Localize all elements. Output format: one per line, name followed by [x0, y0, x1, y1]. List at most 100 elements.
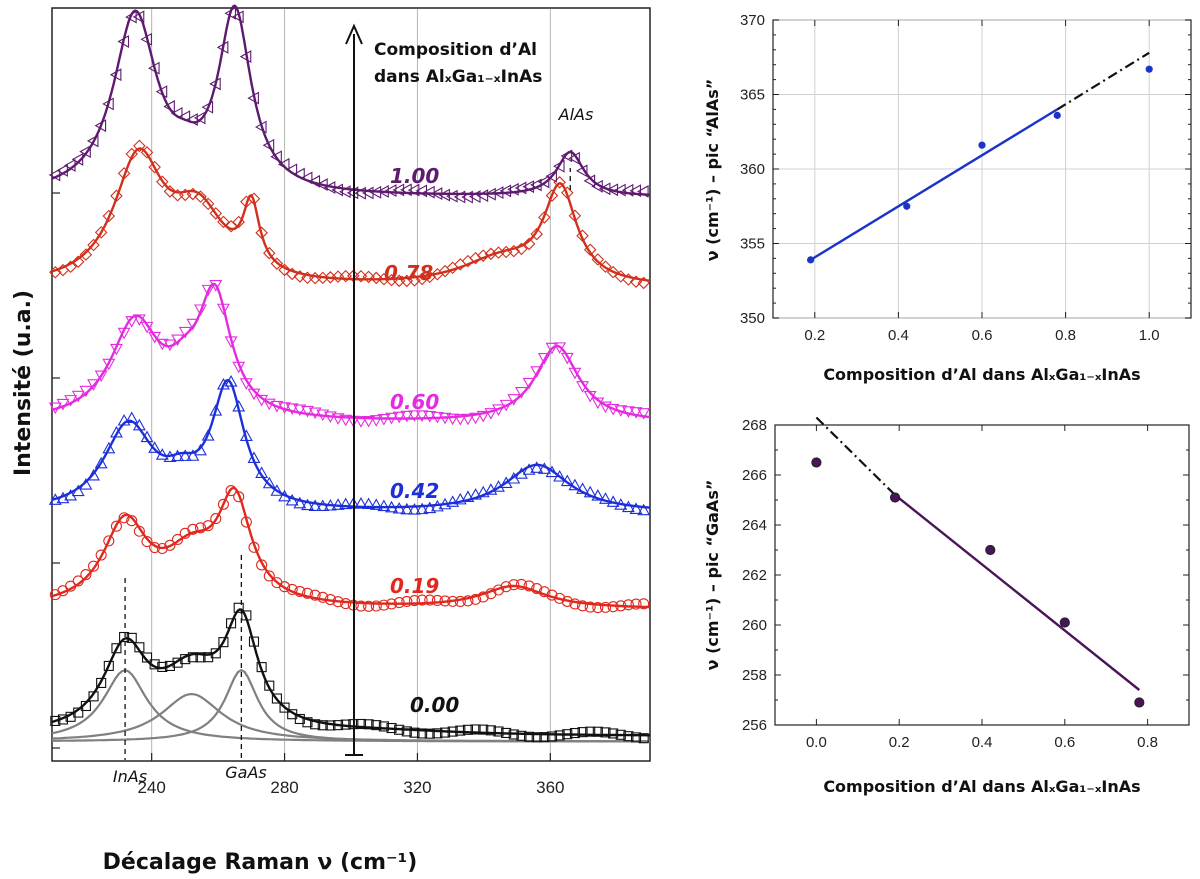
- data-marker: [133, 525, 145, 537]
- data-marker: [575, 164, 588, 178]
- data-marker: [623, 731, 634, 742]
- data-marker: [110, 520, 123, 532]
- data-marker: [401, 595, 413, 607]
- data-marker: [87, 560, 100, 572]
- data-marker: [126, 632, 137, 643]
- data-marker: [583, 485, 597, 498]
- spectrum-series-0.00: [50, 602, 650, 744]
- data-marker: [117, 327, 131, 340]
- data-marker: [79, 145, 91, 159]
- left-x-axis-label: Décalage Raman ν (cm⁻¹): [103, 850, 418, 875]
- data-marker: [377, 499, 391, 512]
- data-marker: [148, 160, 161, 174]
- data-marker: [125, 10, 137, 24]
- data-marker: [117, 413, 131, 426]
- data-marker: [531, 582, 543, 595]
- data-marker: [409, 727, 420, 738]
- data-marker: [339, 497, 353, 510]
- data-marker: [423, 410, 437, 423]
- data-marker: [606, 183, 619, 197]
- data-marker: [515, 578, 527, 591]
- data-marker: [193, 111, 206, 125]
- data-marker: [415, 502, 429, 515]
- data-marker: [217, 215, 230, 229]
- data-marker: [148, 61, 160, 75]
- data-marker: [400, 410, 414, 423]
- data-marker: [385, 412, 398, 425]
- data-marker: [560, 474, 574, 487]
- data-marker: [194, 443, 207, 456]
- data-marker: [163, 450, 177, 462]
- data-marker: [209, 77, 221, 91]
- data-marker: [363, 600, 375, 612]
- tr-x-axis-label: Composition d’Al dans AlₓGa₁₋ₓInAs: [823, 365, 1140, 384]
- data-marker: [408, 502, 421, 515]
- data-marker: [469, 412, 483, 425]
- data-marker: [278, 402, 291, 414]
- data-marker: [57, 714, 69, 725]
- data-marker: [294, 713, 305, 725]
- data-marker: [430, 411, 444, 424]
- data-marker: [622, 273, 635, 286]
- data-marker: [621, 406, 635, 418]
- data-marker: [247, 91, 259, 105]
- data-marker: [516, 730, 527, 741]
- data-marker: [72, 575, 84, 587]
- data-marker: [63, 159, 76, 172]
- data-marker: [187, 523, 199, 535]
- data-marker: [102, 209, 116, 223]
- data-marker: [141, 652, 153, 663]
- data-marker: [301, 405, 314, 418]
- data-marker: [148, 441, 162, 453]
- data-marker: [446, 413, 460, 426]
- data-marker: [178, 110, 191, 124]
- data-marker: [400, 502, 414, 515]
- data-marker: [186, 187, 200, 201]
- data-marker: [270, 150, 282, 164]
- data-marker: [447, 726, 458, 737]
- data-marker: [599, 401, 612, 414]
- data-marker: [96, 677, 107, 688]
- data-point: [889, 492, 901, 503]
- data-marker: [194, 522, 207, 534]
- composition-label: 0.00: [410, 693, 459, 717]
- data-marker: [492, 404, 505, 417]
- data-marker: [630, 598, 642, 610]
- y-tick-label: 350: [740, 310, 765, 327]
- data-marker: [270, 400, 284, 413]
- data-point: [978, 141, 986, 149]
- data-marker: [310, 719, 321, 730]
- data-marker: [209, 280, 223, 292]
- composition-label: 0.78: [384, 261, 433, 285]
- x-tick-label: 0.2: [804, 327, 825, 344]
- data-marker: [309, 589, 321, 601]
- data-marker: [585, 726, 596, 737]
- data-marker: [178, 326, 192, 339]
- data-marker: [270, 257, 284, 270]
- data-marker: [507, 394, 521, 406]
- data-marker: [545, 169, 557, 183]
- data-marker: [239, 378, 253, 390]
- data-marker: [117, 167, 131, 180]
- data-marker: [469, 488, 483, 500]
- data-marker: [180, 654, 191, 665]
- data-marker: [354, 497, 368, 509]
- data-marker: [369, 498, 383, 510]
- data-marker: [239, 429, 253, 441]
- data-marker: [431, 594, 443, 606]
- data-marker: [408, 274, 421, 287]
- data-marker: [622, 599, 634, 611]
- data-marker: [355, 600, 367, 612]
- data-marker: [340, 598, 352, 610]
- spectrum-series-0.42: [48, 374, 651, 516]
- data-marker: [614, 498, 628, 510]
- data-marker: [369, 415, 383, 427]
- data-marker: [86, 134, 99, 148]
- data-marker: [492, 584, 505, 596]
- data-marker: [254, 120, 267, 134]
- data-marker: [538, 211, 551, 224]
- data-marker: [606, 403, 620, 416]
- data-marker: [630, 732, 642, 743]
- y-tick-label: 370: [740, 12, 765, 29]
- data-marker: [73, 707, 84, 718]
